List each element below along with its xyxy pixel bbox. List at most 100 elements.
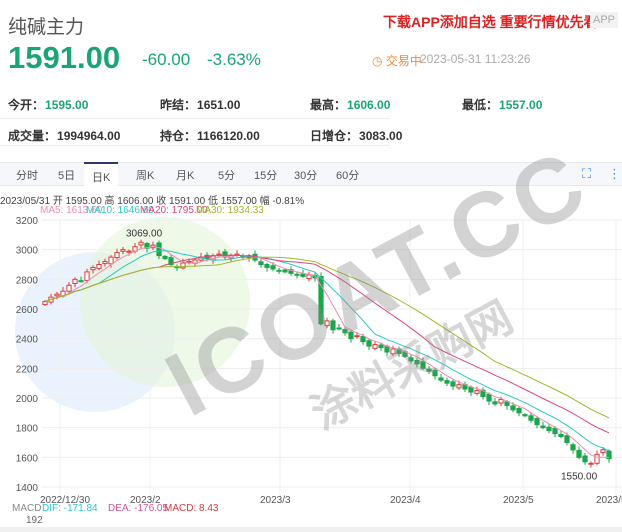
candle xyxy=(414,358,420,368)
x-tick-label: 2023/5 xyxy=(503,495,534,506)
candle xyxy=(306,271,312,282)
app-badge[interactable]: APP xyxy=(590,12,619,28)
candle xyxy=(330,318,336,334)
stat-value: 3083.00 xyxy=(359,129,403,143)
candle xyxy=(246,253,252,262)
candle xyxy=(576,446,582,460)
candle xyxy=(102,258,108,267)
stat-item: 最高：1606.00 xyxy=(310,96,390,113)
candle xyxy=(462,381,468,393)
candle xyxy=(558,430,564,439)
divider xyxy=(0,145,390,146)
low-annotation: 1550.00 xyxy=(561,472,598,483)
ma-legend-3: MA30: 1934.33 xyxy=(196,205,264,216)
tab-1[interactable]: 5日 xyxy=(58,170,76,182)
stat-value: 1595.00 xyxy=(45,98,89,112)
price-change: -60.00 xyxy=(142,50,191,69)
macd-axis-top: 192 xyxy=(26,515,43,526)
y-tick-label: 3000 xyxy=(16,246,39,257)
candle xyxy=(408,354,414,364)
macd-dif: DIF: -171.84 xyxy=(42,503,98,514)
tab-4[interactable]: 月K xyxy=(176,170,195,182)
x-tick-label: 2023/4 xyxy=(390,495,421,506)
candle xyxy=(78,276,84,283)
divider xyxy=(0,118,390,119)
ma-legend-1: MA10: 1646.60 xyxy=(86,205,154,216)
stat-value: 1606.00 xyxy=(347,98,391,112)
candle xyxy=(162,255,168,261)
x-tick-label: 2023/3 xyxy=(260,495,291,506)
stat-item: 日增仓：3083.00 xyxy=(310,127,402,144)
candle xyxy=(264,262,270,272)
candle xyxy=(168,254,174,268)
candle xyxy=(582,453,588,465)
candle xyxy=(324,317,330,329)
stat-label: 最低： xyxy=(462,98,499,112)
tab-5[interactable]: 5分 xyxy=(218,170,236,182)
tab-0[interactable]: 分时 xyxy=(16,170,38,182)
candle xyxy=(336,323,342,331)
candle xyxy=(594,450,600,466)
stat-label: 持仓： xyxy=(160,129,197,143)
x-tick-label: 2022/12/30 xyxy=(40,495,90,506)
candle xyxy=(426,365,432,374)
tab-8[interactable]: 60分 xyxy=(336,170,360,182)
candle xyxy=(276,267,282,274)
y-tick-label: 1400 xyxy=(16,483,39,494)
stat-value: 1166120.00 xyxy=(197,129,260,143)
candle xyxy=(282,268,288,274)
candle xyxy=(258,259,264,268)
more-vertical-icon[interactable]: ⋮ xyxy=(608,166,621,181)
download-app-promo[interactable]: 下载APP添加自选 重要行情优先看 xyxy=(383,14,598,30)
kline-chart[interactable]: 3200 3000 2800 2600 2400 2200 2000 1800 1600 1400… xyxy=(0,212,622,512)
stat-item: 今开：1595.00 xyxy=(8,96,88,113)
clock-icon: ◷ xyxy=(372,54,383,68)
candle xyxy=(72,277,78,288)
tab-6[interactable]: 15分 xyxy=(254,170,278,182)
candle xyxy=(222,248,228,261)
candle xyxy=(96,260,102,271)
candle xyxy=(348,330,354,343)
status-text: 交易中 xyxy=(385,54,422,68)
candle xyxy=(534,416,540,429)
candle xyxy=(546,423,552,434)
macd-value: MACD: 8.43 xyxy=(164,503,219,514)
ma5-line xyxy=(44,246,610,459)
price-change-pct: -3.63% xyxy=(207,50,261,69)
stat-value: 1557.00 xyxy=(499,98,543,112)
candle xyxy=(570,442,576,454)
ma-legend-0: MA5: 1613.60 xyxy=(40,205,103,216)
candle xyxy=(378,342,384,351)
candle xyxy=(294,271,300,279)
stat-item: 最低：1557.00 xyxy=(462,96,542,113)
candle xyxy=(66,282,72,294)
candle xyxy=(516,406,522,417)
stat-value: 1994964.00 xyxy=(57,129,121,143)
stat-label: 昨结： xyxy=(160,98,197,112)
candle xyxy=(438,373,444,382)
fullscreen-icon[interactable]: ⛶ xyxy=(582,166,592,181)
candle xyxy=(528,412,534,423)
candle xyxy=(522,413,528,418)
ma30-line xyxy=(44,256,610,419)
candle xyxy=(84,268,90,284)
candle xyxy=(138,239,144,249)
tab-7[interactable]: 30分 xyxy=(294,170,318,182)
stat-item: 持仓：1166120.00 xyxy=(160,127,260,144)
candle xyxy=(420,357,426,370)
candle xyxy=(108,255,114,268)
candle xyxy=(432,368,438,380)
candle xyxy=(366,338,372,351)
tab-3[interactable]: 周K xyxy=(136,170,155,182)
tab-2[interactable]: 日K xyxy=(84,162,119,186)
y-tick-label: 1600 xyxy=(16,453,39,464)
contract-title: 纯碱主力 xyxy=(8,17,85,38)
high-annotation: 3069.00 xyxy=(126,229,163,240)
candle xyxy=(588,461,594,468)
y-tick-label: 2000 xyxy=(16,394,39,405)
stat-label: 最高： xyxy=(310,98,347,112)
stat-item: 成交量：1994964.00 xyxy=(8,127,120,144)
candle xyxy=(90,265,96,274)
candle xyxy=(390,345,396,357)
x-tick-label: 2023/2 xyxy=(130,495,161,506)
